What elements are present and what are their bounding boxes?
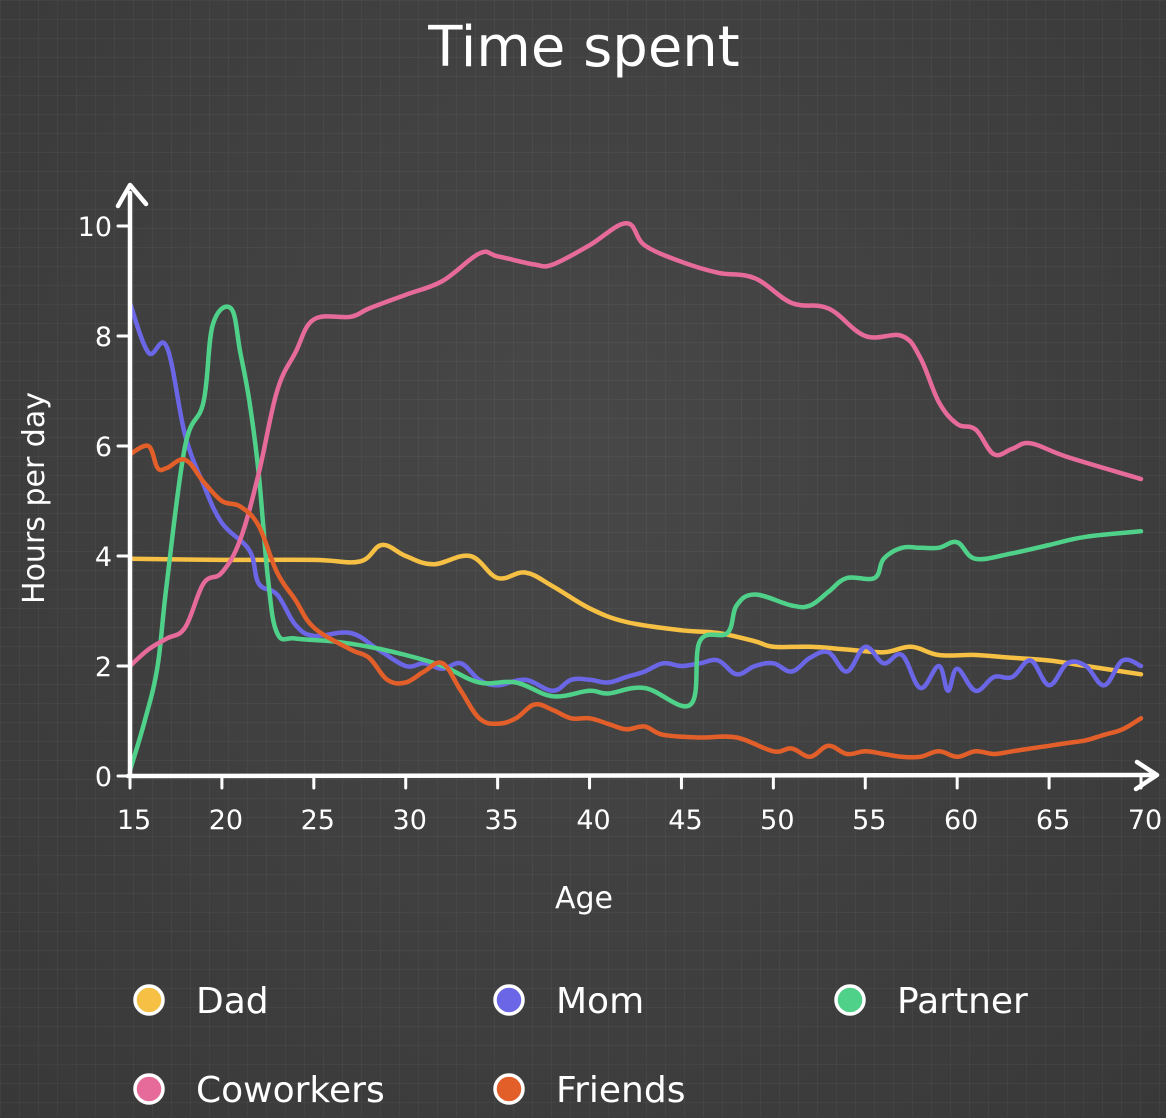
x-tick-label: 35 bbox=[484, 805, 518, 836]
x-axis-arrow-icon bbox=[1133, 759, 1160, 792]
x-tick-label: 25 bbox=[301, 805, 335, 836]
series-line-dad bbox=[127, 542, 1144, 677]
y-tick-label: 8 bbox=[95, 322, 112, 353]
series-line-partner bbox=[127, 304, 1144, 773]
legend-label-mom: Mom bbox=[556, 981, 644, 1022]
y-tick-label: 6 bbox=[95, 432, 112, 463]
y-axis-arrow-icon bbox=[115, 182, 149, 209]
legend-swatch-partner bbox=[834, 984, 866, 1016]
series-line-coworkers bbox=[127, 220, 1144, 669]
legend-label-dad: Dad bbox=[196, 981, 269, 1022]
series-layer bbox=[127, 220, 1144, 773]
x-tick-label: 20 bbox=[209, 805, 243, 836]
legend-swatch-dad bbox=[133, 984, 165, 1016]
x-tick-label: 40 bbox=[576, 805, 610, 836]
legend-swatch-coworkers bbox=[133, 1073, 165, 1105]
y-tick-label: 2 bbox=[95, 652, 112, 683]
x-tick-label: 50 bbox=[760, 805, 794, 836]
x-axis-line bbox=[125, 772, 1158, 779]
x-tick-label: 70 bbox=[1128, 805, 1162, 836]
y-tick-label: 4 bbox=[95, 542, 112, 573]
y-axis-label: Hours per day bbox=[17, 392, 52, 604]
legend-swatch-mom bbox=[493, 984, 525, 1016]
legend-label-partner: Partner bbox=[897, 981, 1028, 1022]
y-tick-label: 0 bbox=[95, 762, 112, 793]
x-tick-label: 30 bbox=[393, 805, 427, 836]
legend-label-coworkers: Coworkers bbox=[196, 1070, 385, 1111]
x-axis-label: Age bbox=[555, 881, 613, 916]
y-tick-label: 10 bbox=[78, 212, 112, 243]
ticks-layer: 0 2 4 6 8 10 15 20 25 30 35 40 45 50 55 60 65 70 bbox=[78, 212, 1163, 836]
legend-label-friends: Friends bbox=[556, 1070, 685, 1111]
series-line-mom bbox=[127, 300, 1144, 694]
x-tick-label: 65 bbox=[1036, 805, 1070, 836]
series-line-friends bbox=[127, 443, 1144, 760]
x-tick-label: 55 bbox=[852, 805, 886, 836]
legend-swatch-friends bbox=[493, 1073, 525, 1105]
chart-title: Time spent bbox=[427, 15, 739, 80]
x-tick-label: 45 bbox=[668, 805, 702, 836]
legend: Dad Mom Partner Coworkers Friends bbox=[133, 981, 1028, 1111]
x-tick-label: 15 bbox=[117, 805, 151, 836]
x-tick-label: 60 bbox=[944, 805, 978, 836]
